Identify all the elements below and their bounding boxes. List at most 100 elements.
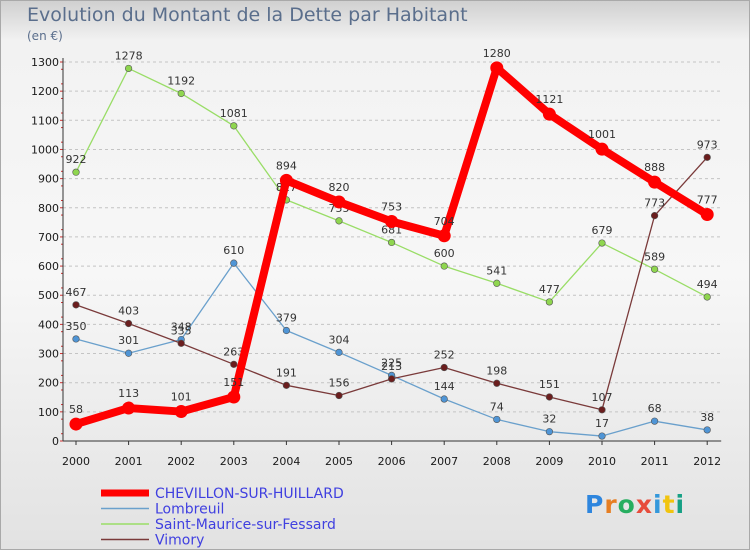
- data-label: 820: [329, 181, 350, 194]
- y-tick-label: 400: [38, 318, 59, 331]
- data-label: 113: [118, 387, 139, 400]
- data-point: [230, 259, 238, 267]
- data-label: 58: [69, 403, 83, 416]
- y-tick-label: 0: [52, 435, 59, 448]
- y-tick-label: 1000: [31, 143, 59, 156]
- y-tick-label: 700: [38, 231, 59, 244]
- data-point: [177, 89, 185, 98]
- data-point: [230, 122, 238, 130]
- data-label: 32: [542, 413, 556, 426]
- x-tick-label: 2012: [693, 455, 721, 468]
- data-point: [542, 107, 556, 121]
- y-tick-label: 800: [38, 202, 59, 215]
- data-point: [174, 405, 188, 419]
- logo-letter: t: [662, 490, 676, 519]
- data-point: [332, 195, 346, 209]
- data-point: [282, 326, 291, 335]
- data-label: 101: [171, 391, 192, 404]
- series-vimory: 467 403 335 263 191 156 213 252 198 151 107 773 973: [66, 138, 718, 414]
- data-label: 38: [700, 411, 714, 424]
- y-tick-label: 100: [38, 406, 59, 419]
- y-tick-label: 1100: [31, 114, 59, 127]
- data-point: [335, 217, 343, 225]
- data-point: [388, 375, 396, 383]
- data-label: 151: [223, 376, 244, 389]
- y-tick-label: 300: [38, 348, 59, 361]
- series-saint-maurice-sur-fessard: 9221278119210818277556816005414776795894…: [66, 49, 718, 306]
- data-point: [700, 207, 714, 221]
- data-label: 156: [329, 377, 350, 390]
- data-label: 777: [697, 193, 718, 206]
- logo-letter: i: [675, 490, 686, 519]
- x-tick-label: 2007: [430, 455, 458, 468]
- data-label: 379: [276, 312, 297, 325]
- x-tick-label: 2009: [535, 455, 563, 468]
- data-point: [493, 279, 501, 287]
- data-point: [598, 432, 606, 440]
- data-point: [69, 417, 83, 431]
- data-label: 477: [539, 283, 560, 296]
- data-label: 1192: [167, 74, 195, 87]
- data-point: [703, 153, 711, 161]
- x-tick-label: 2004: [272, 455, 300, 468]
- data-label: 753: [381, 200, 402, 213]
- data-label: 263: [223, 345, 244, 358]
- data-label: 68: [648, 402, 662, 415]
- data-point: [440, 363, 448, 372]
- y-tick-label: 600: [38, 260, 59, 273]
- logo-letter: i: [653, 490, 663, 519]
- series-lombreuil: 350 301 348 610 379 304 225 144 74 32 17 68 38: [66, 244, 714, 440]
- x-tick-label: 2005: [325, 455, 353, 468]
- data-label: 922: [66, 153, 87, 166]
- x-tick-label: 2001: [115, 455, 143, 468]
- data-point: [335, 348, 343, 356]
- x-tick-label: 2006: [378, 455, 406, 468]
- legend-item: Vimory: [101, 533, 204, 549]
- data-label: 494: [697, 278, 718, 291]
- legend-label: Saint-Maurice-sur-Fessard: [155, 517, 336, 533]
- y-tick-label: 1300: [31, 56, 59, 69]
- data-point: [595, 142, 609, 156]
- data-point: [440, 262, 448, 270]
- data-point: [335, 391, 343, 400]
- data-label: 973: [697, 138, 718, 151]
- data-label: 335: [171, 324, 192, 337]
- data-point: [227, 390, 241, 404]
- data-point: [545, 393, 554, 401]
- data-label: 610: [223, 244, 244, 257]
- data-point: [72, 301, 80, 309]
- series-chevillon-sur-huillard: 58 113 101 151 894 820 753 704 1280 1121 1001 888 77…: [69, 47, 718, 431]
- data-point: [545, 298, 554, 306]
- legend-item: Saint-Maurice-sur-Fessard: [101, 517, 336, 533]
- data-point: [650, 417, 659, 425]
- data-label: 1280: [483, 47, 511, 60]
- logo-letter: r: [604, 490, 618, 519]
- y-tick-label: 900: [38, 173, 59, 186]
- data-label: 888: [644, 161, 665, 174]
- x-tick-label: 2011: [641, 455, 669, 468]
- data-label: 679: [592, 224, 613, 237]
- data-point: [650, 265, 659, 273]
- legend-label: Lombreuil: [155, 502, 224, 518]
- data-label: 704: [434, 215, 455, 228]
- data-point: [493, 415, 501, 424]
- x-tick-label: 2002: [167, 455, 195, 468]
- x-tick-label: 2010: [588, 455, 616, 468]
- proxiti-logo: Proxiti: [585, 490, 685, 519]
- data-label: 350: [66, 320, 87, 333]
- data-label: 301: [118, 334, 139, 347]
- data-point: [124, 64, 133, 73]
- data-label: 17: [595, 417, 609, 430]
- data-point: [648, 175, 662, 189]
- data-point: [437, 229, 451, 243]
- legend-label: Vimory: [155, 533, 204, 549]
- data-point: [72, 335, 80, 343]
- chart-subtitle: (en €): [27, 29, 63, 43]
- data-label: 403: [118, 305, 139, 318]
- data-point: [122, 401, 136, 415]
- data-point: [177, 339, 185, 347]
- x-tick-label: 2003: [220, 455, 248, 468]
- data-label: 252: [434, 349, 455, 362]
